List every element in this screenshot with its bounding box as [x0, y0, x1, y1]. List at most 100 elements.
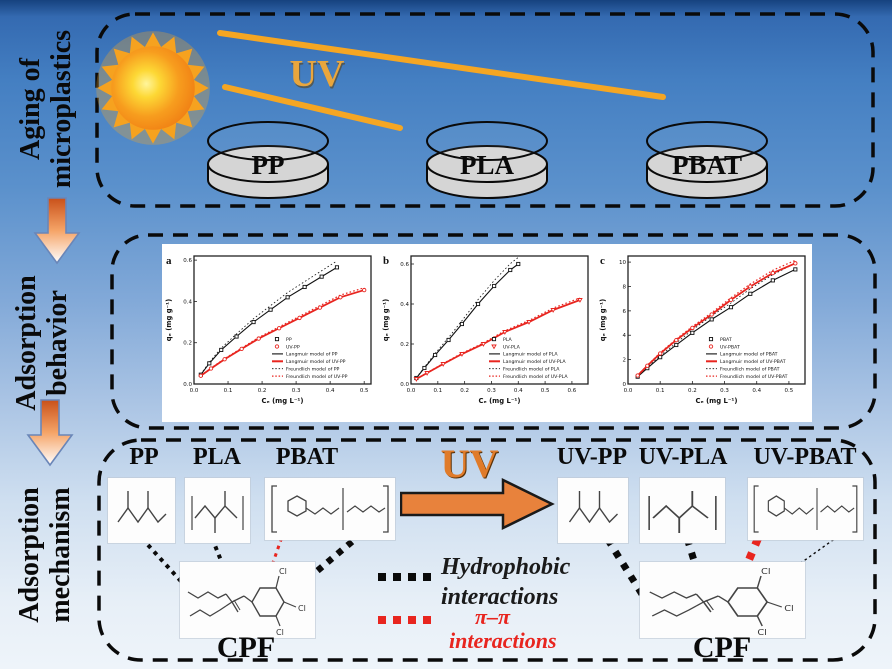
svg-text:qₑ (mg g⁻¹): qₑ (mg g⁻¹) [382, 299, 390, 341]
svg-text:b: b [383, 255, 389, 267]
svg-text:0.1: 0.1 [656, 388, 665, 394]
cl-atom-label: Cl [298, 604, 306, 613]
svg-text:Freundlich model of UV-PBAT: Freundlich model of UV-PBAT [720, 374, 788, 380]
sidebar-label-aging-line1: Aging of [15, 58, 46, 160]
pbat-structure [265, 478, 395, 540]
petri-rim [426, 121, 548, 161]
svg-text:Langmuir model of PP: Langmuir model of PP [286, 352, 338, 358]
svg-text:qₑ (mg g⁻¹): qₑ (mg g⁻¹) [165, 299, 173, 341]
svg-text:UV-PP: UV-PP [286, 344, 300, 350]
svg-text:Freundlich model of PBAT: Freundlich model of PBAT [720, 367, 780, 373]
flow-arrow-down-1 [33, 197, 81, 265]
svg-text:0.4: 0.4 [752, 388, 761, 394]
svg-text:0.0: 0.0 [190, 388, 199, 394]
svg-text:0.5: 0.5 [785, 388, 794, 394]
chart-c-pbat: 0.0 0.1 0.2 0.3 0.4 0.5 0 2 4 6 8 10 Cₑ (mg L⁻¹) qₑ (… [596, 244, 812, 422]
svg-text:c: c [600, 255, 605, 267]
svg-text:Cₑ (mg L⁻¹): Cₑ (mg L⁻¹) [261, 397, 303, 405]
dish-label-pla: PLA [460, 150, 515, 180]
pla-cpf-hydrophobic-line [210, 537, 230, 579]
svg-text:0.6: 0.6 [183, 258, 192, 264]
label-uv-pla: UV-PLA [638, 444, 728, 470]
label-pbat: PBAT [275, 444, 339, 470]
svg-text:0.3: 0.3 [720, 388, 729, 394]
cl-atom-label: Cl [279, 567, 287, 576]
svg-text:0.0: 0.0 [624, 388, 633, 394]
sidebar-label-mechanism: Adsorption mechanism [14, 449, 76, 661]
svg-text:Freundlich model of UV-PP: Freundlich model of UV-PP [286, 374, 348, 380]
dish-label-pp: PP [252, 150, 285, 180]
svg-text:4: 4 [623, 333, 627, 339]
svg-text:PP: PP [286, 337, 292, 343]
svg-text:0.5: 0.5 [541, 388, 550, 394]
svg-text:0.4: 0.4 [326, 388, 335, 394]
dish-label-pbat: PBAT [672, 150, 742, 180]
svg-text:0.2: 0.2 [400, 342, 409, 348]
svg-text:Freundlich model of PP: Freundlich model of PP [286, 367, 340, 373]
isotherm-figure: 0.0 0.1 0.2 0.3 0.4 0.5 0.0 0.2 0.4 0.6 Cₑ (mg L⁻¹… [162, 244, 812, 422]
mechanism-panel: PP PLA PBAT [97, 438, 877, 664]
sidebar-label-mechanism-line1: Adsorption [14, 487, 45, 623]
label-uv-pbat: UV-PBAT [753, 444, 857, 470]
chart-panel-c: 0.0 0.1 0.2 0.3 0.4 0.5 0 2 4 6 8 10 Cₑ (mg L⁻¹) qₑ (… [599, 255, 806, 405]
legend-hydrophobic-line1: Hydrophobic [441, 554, 571, 580]
cpf-structure-left: Cl Cl Cl [180, 562, 315, 638]
chart-panel-a: 0.0 0.1 0.2 0.3 0.4 0.5 0.0 0.2 0.4 0.6 Cₑ (mg L⁻¹… [165, 255, 372, 405]
chart-b-pla: 0.0 0.1 0.2 0.3 0.4 0.5 0.6 0.0 0.2 0.4 0.6 Cₑ (mg … [379, 244, 595, 422]
legend-pipi-line1: π–π [475, 604, 511, 629]
flow-arrow-down-2 [26, 399, 74, 467]
svg-text:0.2: 0.2 [183, 341, 192, 347]
svg-text:0: 0 [623, 382, 627, 388]
svg-text:UV-PLA: UV-PLA [503, 344, 521, 350]
cl-atom-label: Cl [784, 605, 794, 614]
petri-dish-pla: PLA [426, 121, 548, 199]
label-pla: PLA [193, 444, 241, 470]
pla-structure [185, 478, 250, 543]
cl-atom-label: Cl [761, 568, 771, 577]
svg-text:Freundlich model of UV-PLA: Freundlich model of UV-PLA [503, 374, 568, 380]
sidebar-label-mechanism-line2: mechanism [45, 487, 76, 623]
svg-text:0.4: 0.4 [514, 388, 523, 394]
svg-text:Cₑ (mg L⁻¹): Cₑ (mg L⁻¹) [478, 397, 520, 405]
svg-text:0.3: 0.3 [487, 388, 496, 394]
svg-text:Cₑ (mg L⁻¹): Cₑ (mg L⁻¹) [695, 397, 737, 405]
uv-ray-2 [222, 84, 403, 131]
svg-text:0.2: 0.2 [460, 388, 469, 394]
svg-text:Langmuir model of UV-PBAT: Langmuir model of UV-PBAT [720, 359, 786, 365]
legend-hydrophobic-line2: interactions [441, 584, 559, 610]
svg-text:UV-PBAT: UV-PBAT [720, 344, 740, 350]
svg-text:0.3: 0.3 [292, 388, 301, 394]
svg-text:0.6: 0.6 [400, 262, 409, 268]
chart-panel-b: 0.0 0.1 0.2 0.3 0.4 0.5 0.6 0.0 0.2 0.4 0.6 Cₑ (mg … [382, 255, 589, 405]
svg-text:8: 8 [623, 284, 627, 290]
svg-text:0.0: 0.0 [407, 388, 416, 394]
cl-atom-label: Cl [757, 629, 767, 638]
svg-text:0.2: 0.2 [688, 388, 697, 394]
pp-structure [108, 478, 175, 543]
svg-text:2: 2 [623, 358, 627, 364]
uv-transform-arrow [400, 478, 555, 530]
sun [96, 31, 210, 145]
svg-text:0.5: 0.5 [360, 388, 369, 394]
chart-a-pp: 0.0 0.1 0.2 0.3 0.4 0.5 0.0 0.2 0.4 0.6 Cₑ (mg L⁻¹… [162, 244, 378, 422]
uv-ray-1 [217, 30, 666, 100]
uv-pbat-structure [748, 478, 863, 540]
legend-pipi-line2: interactions [449, 628, 557, 653]
svg-text:0.0: 0.0 [183, 382, 192, 388]
cpf-label-right: CPF [692, 631, 752, 664]
svg-text:0.4: 0.4 [400, 302, 409, 308]
svg-text:6: 6 [623, 309, 627, 315]
cpf-structure-right: Cl Cl Cl [640, 562, 805, 638]
uv-rays [217, 30, 666, 131]
svg-text:0.2: 0.2 [258, 388, 267, 394]
svg-text:qₑ (mg g⁻¹): qₑ (mg g⁻¹) [599, 299, 607, 341]
svg-text:10: 10 [619, 260, 626, 266]
sun-core [111, 46, 195, 130]
sidebar-label-aging-line2: microplastics [46, 29, 77, 189]
label-pp: PP [129, 444, 159, 470]
svg-text:0.1: 0.1 [433, 388, 442, 394]
uv-pp-structure [558, 478, 628, 543]
svg-text:Langmuir model of PBAT: Langmuir model of PBAT [720, 352, 778, 358]
uv-label-top: UV [289, 53, 345, 95]
